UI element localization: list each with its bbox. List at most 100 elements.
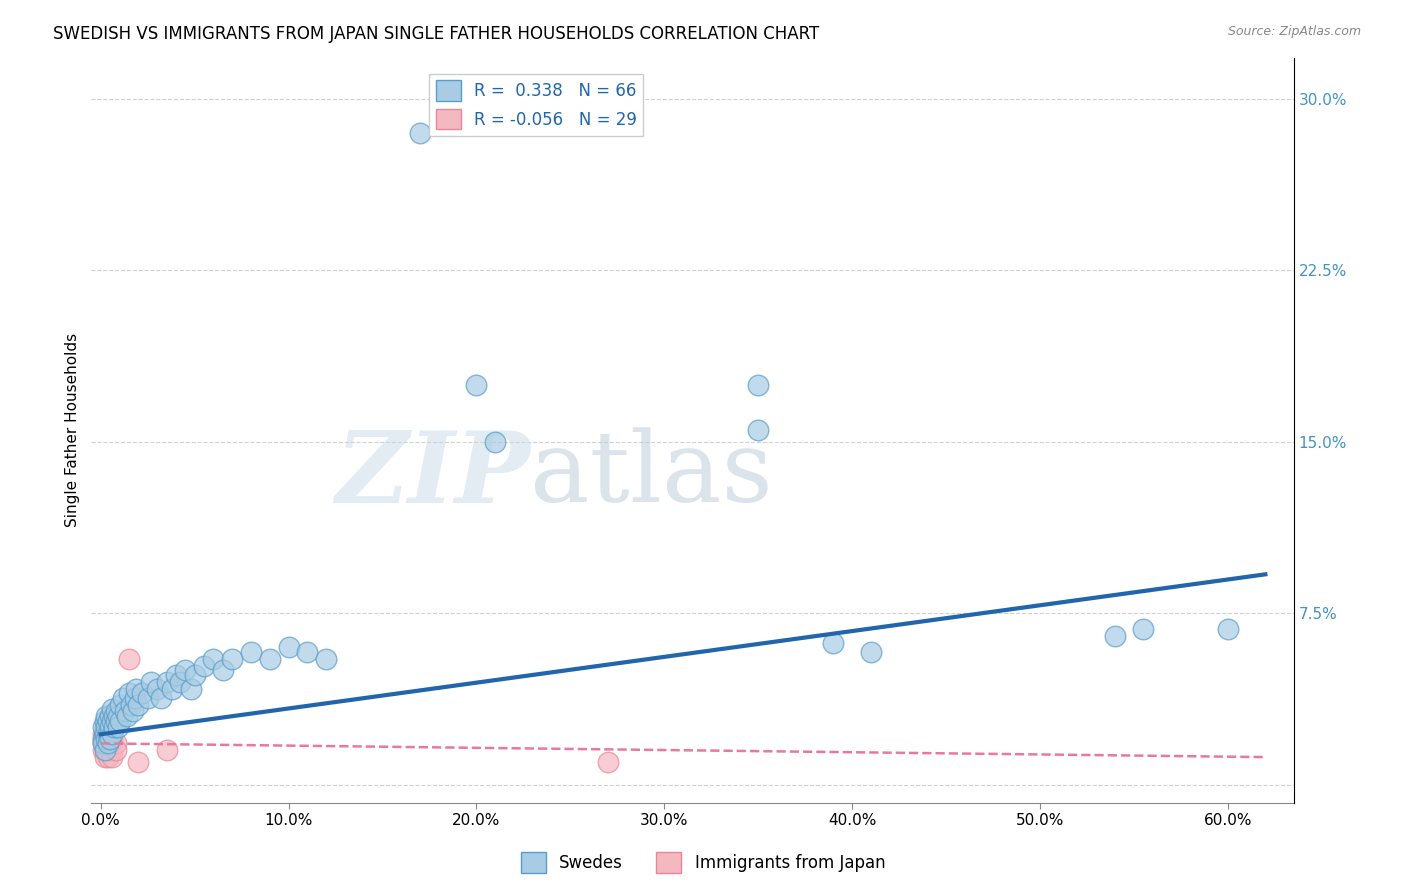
Point (96, 743, 118, 757)
Point (136, 690, 159, 705)
Point (127, 755, 149, 769)
Point (103, 709, 125, 723)
Point (98, 731, 121, 746)
Point (180, 681, 202, 696)
Point (104, 714, 127, 728)
Point (93, 720, 115, 734)
Point (112, 690, 135, 705)
Point (96, 709, 118, 723)
Point (93, 741, 115, 756)
Point (823, 636, 845, 650)
Point (97, 736, 120, 750)
Point (125, 681, 148, 696)
Point (124, 690, 146, 705)
Point (747, 424, 769, 438)
Point (193, 658, 215, 673)
Point (118, 652, 141, 666)
Point (101, 731, 124, 746)
Point (98, 709, 121, 723)
Point (91, 736, 114, 750)
Point (98, 741, 121, 756)
Point (107, 720, 129, 734)
Point (183, 668, 205, 682)
Point (108, 698, 131, 712)
Point (91, 731, 114, 746)
Point (98, 720, 121, 734)
Point (409, 127, 432, 141)
Point (98, 736, 121, 750)
Point (91, 743, 114, 757)
Point (91, 727, 114, 741)
Point (96, 731, 118, 746)
Point (155, 743, 177, 757)
Point (93, 731, 115, 746)
Point (93, 750, 115, 764)
Point (104, 736, 127, 750)
Text: Source: ZipAtlas.com: Source: ZipAtlas.com (1227, 25, 1361, 38)
Point (118, 686, 141, 700)
Point (104, 743, 127, 757)
Point (101, 702, 124, 716)
Point (93, 714, 115, 728)
Point (91, 720, 114, 734)
Point (1104, 629, 1126, 643)
Point (101, 743, 124, 757)
Point (93, 727, 115, 741)
Point (91, 736, 114, 750)
Point (101, 714, 124, 728)
Point (103, 720, 125, 734)
Text: SWEDISH VS IMMIGRANTS FROM JAPAN SINGLE FATHER HOUSEHOLDS CORRELATION CHART: SWEDISH VS IMMIGRANTS FROM JAPAN SINGLE … (53, 25, 820, 43)
Point (114, 705, 136, 719)
Legend: Swedes, Immigrants from Japan: Swedes, Immigrants from Japan (515, 846, 891, 880)
Point (859, 645, 882, 659)
Point (155, 674, 177, 689)
Point (160, 681, 183, 696)
Point (141, 674, 163, 689)
Point (96, 727, 118, 741)
Text: atlas: atlas (530, 427, 773, 523)
Point (212, 663, 235, 677)
Point (596, 755, 619, 769)
Point (149, 690, 172, 705)
Point (96, 720, 118, 734)
Point (93, 743, 115, 757)
Point (98, 720, 121, 734)
Point (108, 714, 131, 728)
Point (97, 714, 120, 728)
Point (131, 686, 153, 700)
Point (1216, 622, 1239, 636)
Point (1132, 622, 1154, 636)
Point (97, 743, 120, 757)
Point (97, 736, 120, 750)
Point (174, 663, 197, 677)
Point (315, 652, 337, 666)
Point (104, 705, 127, 719)
Point (101, 750, 124, 764)
Point (97, 727, 120, 741)
Text: ZIP: ZIP (335, 427, 530, 524)
Point (115, 709, 138, 723)
Legend: R =  0.338   N = 66, R = -0.056   N = 29: R = 0.338 N = 66, R = -0.056 N = 29 (429, 74, 644, 136)
Point (747, 377, 769, 392)
Point (97, 750, 120, 764)
Point (96, 736, 118, 750)
Point (146, 681, 169, 696)
Point (96, 714, 118, 728)
Point (484, 434, 506, 449)
Point (101, 727, 124, 741)
Point (259, 652, 281, 666)
Point (297, 645, 319, 659)
Point (91, 731, 114, 746)
Point (127, 698, 149, 712)
Point (277, 640, 299, 655)
Point (202, 652, 225, 666)
Point (169, 674, 191, 689)
Point (97, 731, 120, 746)
Point (165, 668, 187, 682)
Point (465, 377, 488, 392)
Point (240, 645, 263, 659)
Point (121, 705, 143, 719)
Point (221, 652, 243, 666)
Point (98, 727, 121, 741)
Point (107, 709, 129, 723)
